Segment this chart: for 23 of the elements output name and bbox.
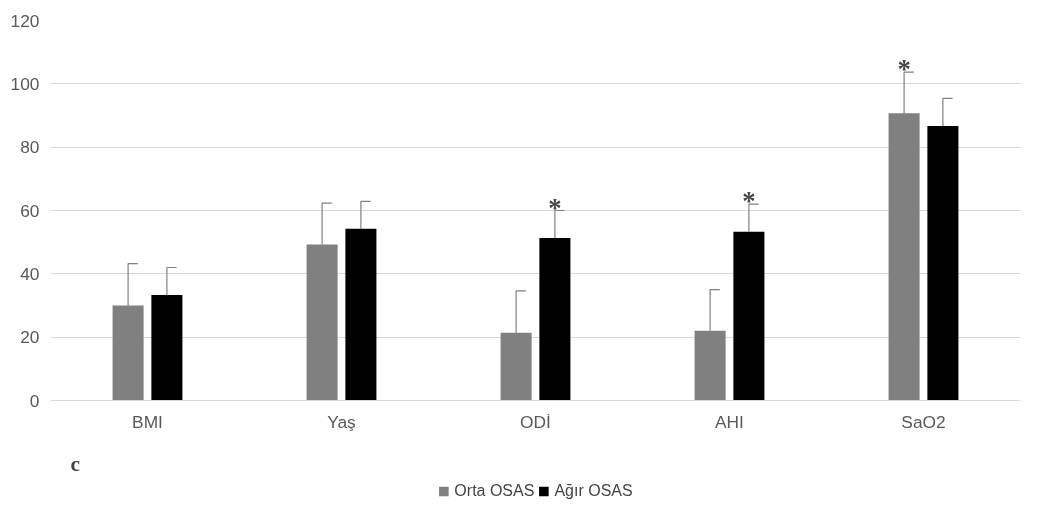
y-tick-label: 80 xyxy=(20,137,40,158)
legend-label: Orta OSAS xyxy=(454,482,535,500)
x-tick-label: ODİ xyxy=(520,411,551,432)
legend-label: Ağır OSAS xyxy=(554,482,633,500)
y-tick-label: 60 xyxy=(20,200,40,221)
y-tick-label: 100 xyxy=(10,73,40,94)
x-tick-label: AHI xyxy=(715,411,744,432)
bar xyxy=(151,295,183,401)
bar xyxy=(539,238,571,401)
bar xyxy=(927,125,959,401)
annotation: * xyxy=(897,54,911,85)
text: c xyxy=(70,451,80,476)
bar xyxy=(733,231,765,401)
y-tick-label: 40 xyxy=(20,263,40,284)
bar xyxy=(345,228,377,401)
x-tick-label: Yaş xyxy=(327,411,357,432)
annotation: * xyxy=(548,192,562,223)
x-tick-label: BMI xyxy=(132,411,163,432)
y-tick-label: 0 xyxy=(29,390,40,411)
y-tick-label: 20 xyxy=(20,327,40,348)
y-tick-label: 120 xyxy=(10,10,40,31)
annotation: * xyxy=(742,186,756,217)
x-tick-label: SaO2 xyxy=(901,411,946,432)
